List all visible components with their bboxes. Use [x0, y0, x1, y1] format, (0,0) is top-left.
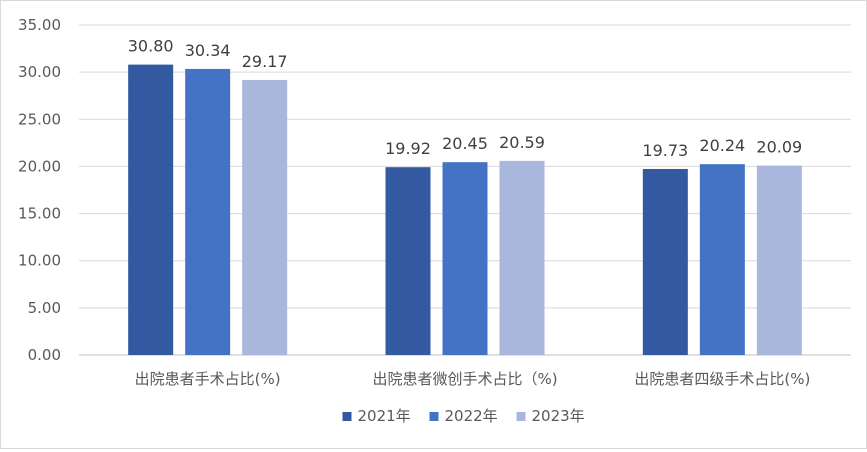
data-label: 20.45 [442, 134, 488, 153]
bar [499, 160, 545, 355]
legend-label: 2022年 [445, 407, 498, 425]
legend-label: 2021年 [358, 407, 411, 425]
y-tick-label: 10.00 [18, 252, 61, 270]
data-label: 30.80 [128, 37, 174, 56]
legend-label: 2023年 [532, 407, 585, 425]
legend-swatch [516, 412, 526, 421]
y-tick-label: 20.00 [18, 157, 61, 175]
bar [128, 64, 174, 355]
data-label: 19.92 [385, 139, 431, 158]
bar [185, 68, 231, 356]
data-labels: 30.80 30.34 29.17 19.92 20.45 20.59 19.73 20.24… [128, 37, 802, 160]
bar [242, 79, 288, 356]
y-tick-label: 5.00 [28, 299, 61, 317]
bar [642, 168, 688, 355]
x-axis-categories: 出院患者手术占比(%) 出院患者微创手术占比（%) 出院患者四级手术占比(%) [135, 370, 811, 388]
bar [756, 165, 802, 355]
y-axis-ticks: 0.00 5.00 10.00 15.00 20.00 25.00 30.00 35.00 [18, 16, 61, 364]
data-label: 30.34 [185, 41, 231, 60]
data-label: 29.17 [242, 52, 288, 71]
y-tick-label: 25.00 [18, 110, 61, 128]
legend: 2021年 2022年 2023年 [342, 407, 585, 425]
y-tick-label: 30.00 [18, 63, 61, 81]
bar [442, 162, 488, 355]
data-label: 19.73 [642, 141, 688, 160]
category-label: 出院患者手术占比(%) [135, 370, 281, 388]
data-label: 20.09 [756, 138, 802, 157]
y-tick-label: 0.00 [28, 346, 61, 364]
y-tick-label: 15.00 [18, 205, 61, 223]
legend-swatch [429, 412, 439, 421]
data-label: 20.59 [499, 133, 545, 152]
category-label: 出院患者微创手术占比（%) [372, 370, 557, 388]
bar [385, 167, 431, 355]
data-label: 20.24 [699, 136, 745, 155]
bar [699, 164, 745, 355]
legend-swatch [342, 412, 352, 421]
y-tick-label: 35.00 [18, 16, 61, 34]
bars [128, 64, 802, 356]
category-label: 出院患者四级手术占比(%) [634, 370, 810, 388]
